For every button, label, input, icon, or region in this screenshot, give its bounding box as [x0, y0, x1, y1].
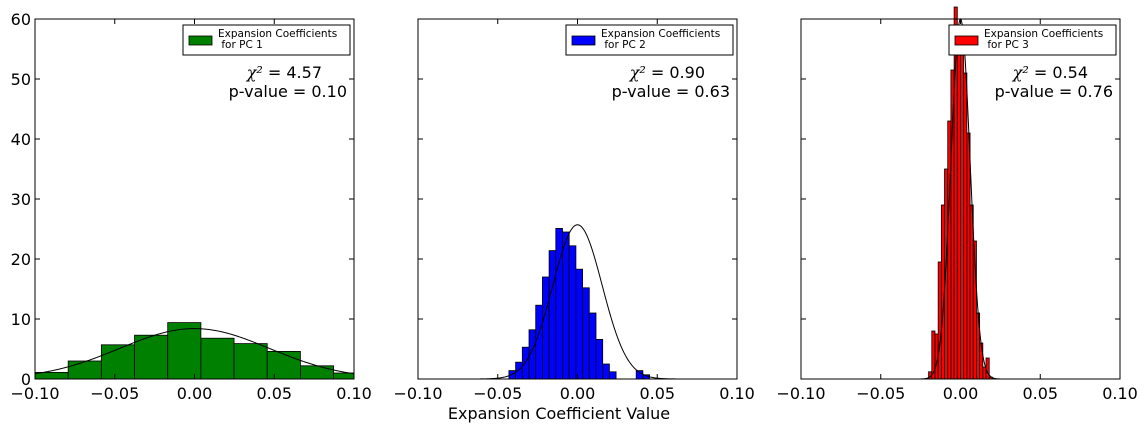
- x-tick-label: −0.10: [776, 384, 825, 403]
- histogram-bar: [937, 261, 942, 380]
- histogram-bar: [548, 250, 557, 380]
- x-tick-label: 0.05: [1022, 384, 1058, 403]
- legend: Expansion Coefficients for PC 3: [948, 24, 1117, 56]
- legend-label: for PC 1: [218, 39, 263, 51]
- histogram-bar: [985, 357, 990, 380]
- histogram-bar: [562, 231, 570, 380]
- legend-label: Expansion Coefficients: [218, 28, 337, 40]
- histogram-bar: [200, 337, 235, 380]
- legend-swatch: [188, 35, 213, 46]
- x-tick-label: −0.05: [90, 384, 139, 403]
- legend-swatch: [954, 35, 979, 46]
- x-tick-label: −0.05: [856, 384, 905, 403]
- p-value-annotation: p-value = 0.10: [229, 82, 347, 101]
- x-tick-label: 0.00: [560, 384, 596, 403]
- panel-3: −0.10 −0.05 0.00 0.05 0.10 Expansion Coeffici…: [776, 6, 1138, 403]
- histogram-bar: [134, 334, 169, 380]
- histogram-bar: [575, 268, 584, 380]
- legend: Expansion Coefficients for PC 2: [565, 24, 734, 56]
- legend-label: Expansion Coefficients: [601, 28, 720, 40]
- histogram-bar: [100, 344, 135, 380]
- y-tick-label: 50: [11, 70, 31, 89]
- histogram-bar: [535, 304, 543, 380]
- histogram-bars: [34, 322, 355, 380]
- histogram-bar: [595, 338, 604, 380]
- legend-label: for PC 2: [601, 39, 646, 51]
- histogram-bar: [266, 350, 301, 380]
- y-tick-label: 20: [11, 250, 31, 269]
- histogram-bar: [960, 27, 965, 380]
- x-tick-label: 0.05: [256, 384, 292, 403]
- x-tick-label: −0.10: [393, 384, 442, 403]
- histogram-bar: [233, 343, 268, 380]
- legend-label: Expansion Coefficients: [984, 28, 1103, 40]
- histogram-bar: [956, 36, 961, 380]
- y-tick-label: 30: [11, 190, 31, 209]
- histogram-bar: [979, 342, 984, 380]
- histogram-bars: [928, 6, 993, 380]
- histogram-bar: [521, 346, 530, 380]
- legend-label: for PC 3: [984, 39, 1029, 51]
- histogram-bar: [167, 322, 202, 380]
- panel-2: −0.10 −0.05 0.00 0.05 0.10 Expansion Coeffici…: [393, 18, 755, 403]
- histogram-bar: [568, 245, 577, 380]
- histogram-bar: [300, 365, 334, 380]
- gaussian-fit-curve: [34, 328, 355, 375]
- x-tick-label: 0.10: [336, 384, 372, 403]
- histogram-bar: [963, 72, 968, 380]
- y-tick-label: 60: [11, 10, 31, 29]
- histogram-bar: [966, 132, 971, 380]
- y-tick-label: 0: [21, 370, 31, 389]
- histogram-bar: [67, 360, 102, 380]
- histogram-bar: [582, 287, 590, 380]
- x-tick-label: 0.10: [1102, 384, 1138, 403]
- y-tick-label: 10: [11, 310, 31, 329]
- histogram-bar: [609, 371, 617, 380]
- histogram-bar: [333, 372, 355, 380]
- shared-x-axis-label: Expansion Coefficient Value: [448, 404, 670, 423]
- x-tick-label: −0.05: [473, 384, 522, 403]
- x-tick-label: 0.10: [719, 384, 755, 403]
- panel-1: −0.10 −0.05 0.00 0.05 0.10 0 10 20 30 40 50 60 Expan…: [10, 10, 371, 403]
- p-value-annotation: p-value = 0.63: [612, 82, 730, 101]
- x-tick-label: 0.00: [177, 384, 213, 403]
- legend: Expansion Coefficients for PC 1: [182, 24, 351, 56]
- chi-squared-annotation: χ² = 4.57: [246, 63, 322, 82]
- histogram-bar: [588, 312, 597, 380]
- chi-squared-annotation: χ² = 0.54: [1012, 63, 1088, 82]
- histogram-bar: [602, 363, 610, 380]
- chi-squared-annotation: χ² = 0.90: [629, 63, 705, 82]
- histogram-bar: [515, 361, 523, 380]
- histogram-bar: [947, 120, 952, 380]
- histogram-bar: [542, 276, 550, 380]
- x-tick-label: 0.00: [943, 384, 979, 403]
- x-tick-label: 0.05: [639, 384, 675, 403]
- y-tick-label: 40: [11, 130, 31, 149]
- legend-swatch: [571, 35, 596, 46]
- histogram-bar: [555, 227, 563, 380]
- x-tick-label: −0.10: [10, 384, 59, 403]
- p-value-annotation: p-value = 0.76: [995, 82, 1113, 101]
